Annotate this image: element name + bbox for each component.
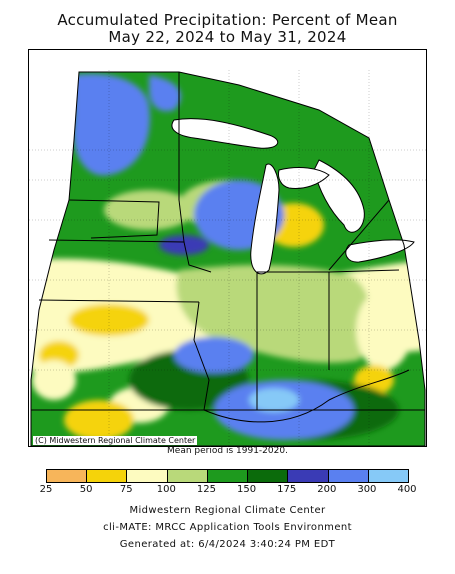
map-canvas <box>29 70 426 446</box>
legend-labels: 25 50 75 100 125 150 175 200 300 400 <box>0 484 455 498</box>
footer-tool: cli-MATE: MRCC Application Tools Environ… <box>103 522 352 533</box>
legend-swatch <box>328 470 369 482</box>
lake-huron <box>313 159 365 233</box>
wi-ia-border <box>178 199 185 243</box>
legend-tick-label: 300 <box>357 484 377 495</box>
legend-tick-label: 50 <box>79 484 93 495</box>
map-credit: (C) Midwestern Regional Climate Center <box>33 436 198 445</box>
above-normal-minnesota <box>104 190 194 230</box>
color-legend <box>46 469 409 483</box>
near-normal-ohio <box>356 290 412 370</box>
legend-tick-label: 200 <box>317 484 337 495</box>
mo-north-border <box>38 299 200 303</box>
great-lakes <box>171 118 415 275</box>
legend-tick-label: 150 <box>237 484 257 495</box>
footer-organization: Midwestern Regional Climate Center <box>129 505 326 516</box>
legend-swatch <box>368 470 408 482</box>
mean-period-note: Mean period is 1991-2020. <box>167 446 288 456</box>
lake-superior <box>171 118 279 149</box>
date-range: May 22, 2024 to May 31, 2024 <box>108 28 347 46</box>
ky-north-border <box>203 369 410 423</box>
dry-patch-south <box>64 400 134 440</box>
legend-swatch <box>127 470 168 482</box>
legend-swatch <box>207 470 249 482</box>
mn-ia-border <box>68 199 160 239</box>
legend-swatch <box>47 470 88 482</box>
legend-tick-label: 75 <box>119 484 133 495</box>
il-west-border <box>193 301 210 411</box>
legend-tick-label: 175 <box>277 484 297 495</box>
precipitation-map: (C) Midwestern Regional Climate Center <box>28 49 427 447</box>
extreme-wet-southern <box>249 388 299 412</box>
mi-oh-border <box>328 199 390 271</box>
very-wet-central-illinois <box>174 337 254 373</box>
map-title: Accumulated Precipitation: Percent of Me… <box>57 11 398 29</box>
legend-swatch <box>288 470 329 482</box>
oh-north-border <box>328 269 400 273</box>
region-outline <box>30 71 426 446</box>
state-boundaries <box>30 71 426 446</box>
legend-swatch <box>248 470 289 482</box>
footer-generated: Generated at: 6/4/2024 3:40:24 PM EDT <box>119 539 336 550</box>
near-normal-missouri <box>32 360 76 400</box>
legend-swatch <box>87 470 128 482</box>
upper-peninsula-region <box>278 167 330 189</box>
county-lines <box>29 70 426 446</box>
lake-erie <box>345 239 415 263</box>
ia-mo-border <box>48 239 212 273</box>
wet-iowa-wisconsin <box>159 235 209 255</box>
legend-tick-label: 125 <box>196 484 216 495</box>
very-wet-north-wisconsin <box>149 75 181 112</box>
legend-tick-label: 400 <box>397 484 417 495</box>
lake-michigan <box>250 163 280 275</box>
legend-swatch <box>167 470 208 482</box>
legend-tick-label: 25 <box>39 484 53 495</box>
legend-tick-label: 100 <box>156 484 176 495</box>
